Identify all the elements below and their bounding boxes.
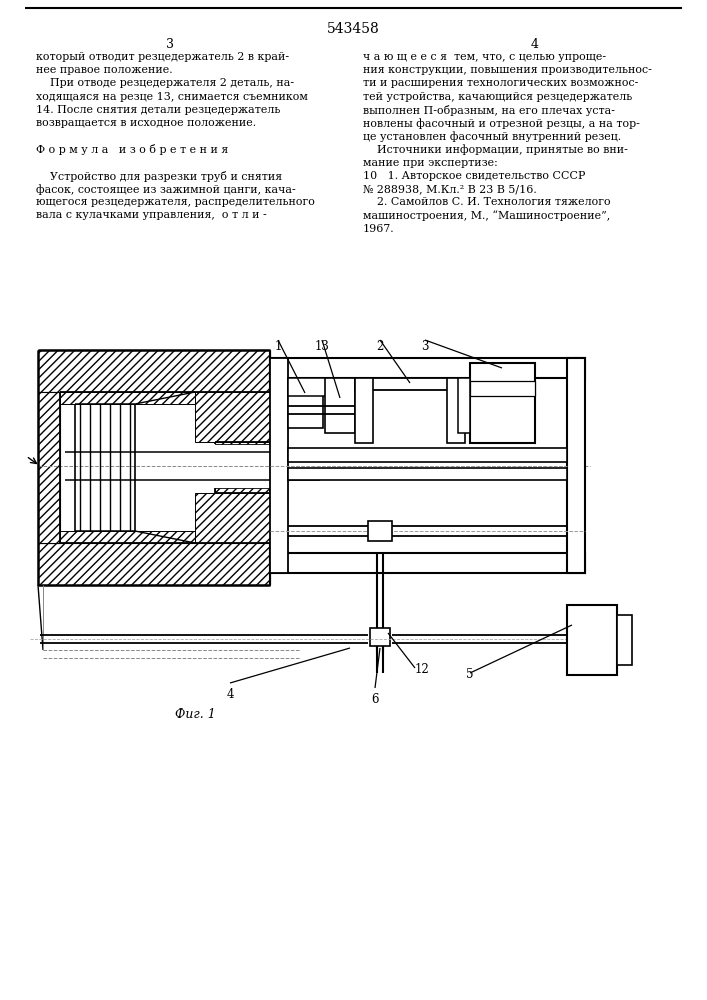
Text: При отводе резцедержателя 2 деталь, на-: При отводе резцедержателя 2 деталь, на- xyxy=(36,78,294,88)
Text: 14. После снятия детали резцедержатель: 14. После снятия детали резцедержатель xyxy=(36,105,281,115)
Text: 3: 3 xyxy=(166,38,174,51)
Text: мание при экспертизе:: мание при экспертизе: xyxy=(363,158,498,168)
Bar xyxy=(617,615,632,665)
Text: 4: 4 xyxy=(531,38,539,51)
Bar xyxy=(458,378,470,433)
Bar xyxy=(447,378,465,443)
Text: 12: 12 xyxy=(415,663,430,676)
Bar xyxy=(355,378,373,443)
Text: вала с кулачками управления,  о т л и -: вала с кулачками управления, о т л и - xyxy=(36,210,267,220)
Text: новлены фасочный и отрезной резцы, а на тор-: новлены фасочный и отрезной резцы, а на … xyxy=(363,118,640,129)
Polygon shape xyxy=(195,493,270,543)
Bar xyxy=(470,381,535,396)
Text: 2: 2 xyxy=(376,340,384,353)
Bar xyxy=(288,448,567,462)
Text: 3: 3 xyxy=(421,340,428,353)
Bar xyxy=(288,378,331,396)
Text: возвращается в исходное положение.: возвращается в исходное положение. xyxy=(36,118,256,128)
Text: тей устройства, качающийся резцедержатель: тей устройства, качающийся резцедержател… xyxy=(363,92,632,102)
Bar xyxy=(270,358,585,378)
Text: который отводит резцедержатель 2 в край-: который отводит резцедержатель 2 в край- xyxy=(36,52,289,62)
Text: машиностроения, М., “Машиностроение”,: машиностроения, М., “Машиностроение”, xyxy=(363,210,610,221)
Polygon shape xyxy=(38,543,270,585)
Bar xyxy=(355,378,465,390)
Bar xyxy=(288,378,323,428)
Text: нее правое положение.: нее правое положение. xyxy=(36,65,173,75)
Text: 1967.: 1967. xyxy=(363,224,395,234)
Polygon shape xyxy=(215,442,270,444)
Text: 1: 1 xyxy=(274,340,281,353)
Text: Устройство для разрезки труб и снятия: Устройство для разрезки труб и снятия xyxy=(36,171,282,182)
Polygon shape xyxy=(60,531,195,543)
Polygon shape xyxy=(60,392,195,404)
Text: 2. Самойлов С. И. Технология тяжелого: 2. Самойлов С. И. Технология тяжелого xyxy=(363,197,611,207)
Polygon shape xyxy=(195,392,270,442)
Text: № 288938, М.Кл.² В 23 В 5/16.: № 288938, М.Кл.² В 23 В 5/16. xyxy=(363,184,537,194)
Text: ющегося резцедержателя, распределительного: ющегося резцедержателя, распределительно… xyxy=(36,197,315,207)
Text: Фиг. 1: Фиг. 1 xyxy=(175,708,216,721)
Bar xyxy=(325,378,355,433)
Text: ния конструкции, повышения производительнос-: ния конструкции, повышения производитель… xyxy=(363,65,652,75)
Text: 4: 4 xyxy=(226,688,234,701)
Bar xyxy=(567,358,585,573)
Bar xyxy=(368,521,392,541)
Text: 543458: 543458 xyxy=(327,22,380,36)
Polygon shape xyxy=(215,488,270,493)
Text: 10   1. Авторское свидетельство СССР: 10 1. Авторское свидетельство СССР xyxy=(363,171,585,181)
Text: це установлен фасочный внутренний резец.: це установлен фасочный внутренний резец. xyxy=(363,131,621,142)
Bar xyxy=(370,628,390,646)
Bar xyxy=(288,468,567,480)
Text: выполнен П-образным, на его плечах уста-: выполнен П-образным, на его плечах уста- xyxy=(363,105,615,116)
Text: ти и расширения технологических возможнос-: ти и расширения технологических возможно… xyxy=(363,78,638,88)
Bar xyxy=(270,553,585,573)
Bar xyxy=(270,358,288,573)
Polygon shape xyxy=(38,392,60,543)
Text: Источники информации, принятые во вни-: Источники информации, принятые во вни- xyxy=(363,144,628,155)
Text: 6: 6 xyxy=(371,693,379,706)
Text: фасок, состоящее из зажимной цанги, кача-: фасок, состоящее из зажимной цанги, кача… xyxy=(36,184,296,195)
Text: ходящаяся на резце 13, снимается съемником: ходящаяся на резце 13, снимается съемник… xyxy=(36,92,308,102)
Text: Ф о р м у л а   и з о б р е т е н и я: Ф о р м у л а и з о б р е т е н и я xyxy=(36,144,228,155)
Polygon shape xyxy=(38,350,270,392)
Bar xyxy=(470,363,535,443)
Text: ч а ю щ е е с я  тем, что, с целью упроще-: ч а ю щ е е с я тем, что, с целью упроще… xyxy=(363,52,606,62)
Text: 13: 13 xyxy=(315,340,329,353)
Text: 5: 5 xyxy=(466,668,474,681)
Bar xyxy=(567,605,617,675)
